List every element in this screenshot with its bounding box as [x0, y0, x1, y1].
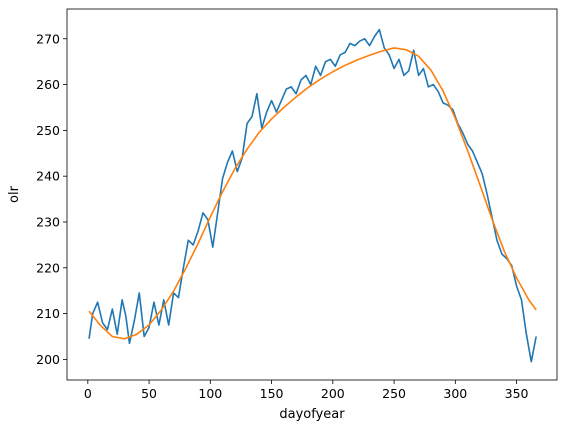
x-tick-label: 200 [321, 386, 345, 401]
plot-area-frame [66, 8, 558, 381]
x-tick-label: 0 [84, 386, 92, 401]
y-tick-label: 240 [36, 169, 60, 184]
series-lines [88, 28, 537, 363]
y-tick-label: 200 [36, 352, 60, 367]
y-axis-ticks: 200 210 220 230 240 250 260 270 [36, 31, 67, 367]
y-tick-label: 220 [36, 260, 60, 275]
x-tick-label: 350 [505, 386, 529, 401]
y-tick-label: 260 [36, 77, 60, 92]
y-axis-label: olr [7, 185, 22, 203]
x-tick-label: 250 [382, 386, 406, 401]
x-tick-label: 300 [443, 386, 467, 401]
x-tick-label: 100 [198, 386, 222, 401]
y-tick-label: 270 [36, 31, 60, 46]
x-axis-ticks: 0 50 100 150 200 250 300 350 [84, 380, 529, 401]
y-tick-label: 250 [36, 123, 60, 138]
y-tick-label: 210 [36, 306, 60, 321]
x-tick-label: 50 [141, 386, 157, 401]
series-line-1 [88, 28, 537, 363]
x-tick-label: 150 [260, 386, 284, 401]
series-line-2 [88, 47, 537, 340]
x-axis-label: dayofyear [279, 407, 345, 422]
y-tick-label: 230 [36, 214, 60, 229]
